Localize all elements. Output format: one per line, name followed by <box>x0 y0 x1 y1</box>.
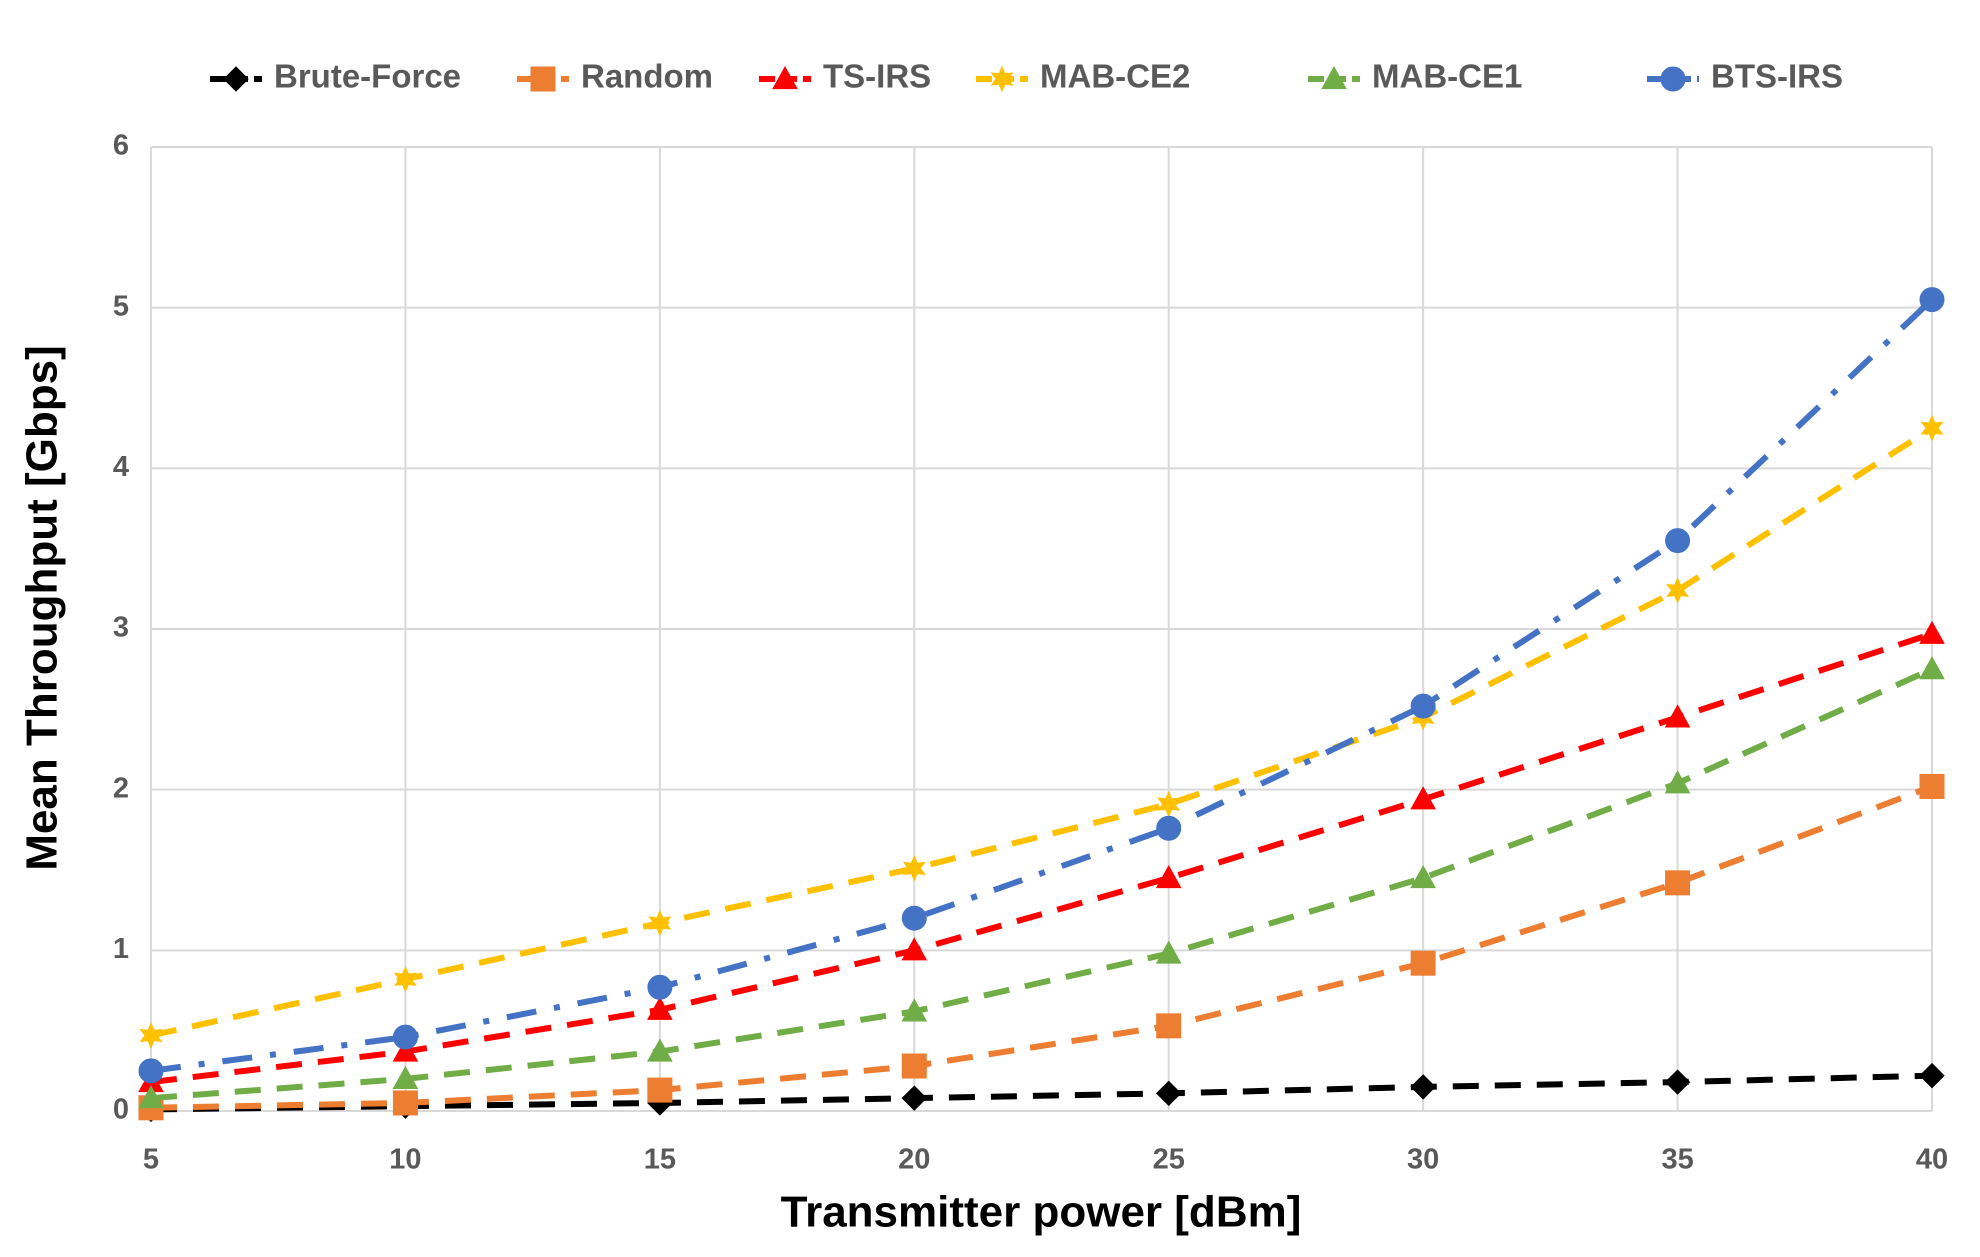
marker <box>1321 65 1347 90</box>
marker <box>138 1085 164 1109</box>
marker <box>1410 786 1436 810</box>
marker <box>901 1085 927 1111</box>
series-line <box>150 425 1934 1039</box>
series <box>138 287 1945 1084</box>
legend-item: MAB-CE1 <box>1308 58 1522 95</box>
x-tick-label: 35 <box>1661 1144 1693 1176</box>
marker <box>901 905 927 931</box>
marker <box>530 66 556 92</box>
series-line <box>150 666 1934 1102</box>
marker <box>1665 528 1691 554</box>
legend-label: Random <box>581 58 713 95</box>
series <box>138 656 1945 1109</box>
legend-label: BTS-IRS <box>1711 58 1843 95</box>
y-tick-label: 2 <box>113 772 129 804</box>
y-tick-label: 0 <box>113 1094 129 1126</box>
marker <box>902 855 926 882</box>
marker <box>1919 1062 1945 1089</box>
marker <box>139 1022 163 1049</box>
marker <box>647 974 673 1000</box>
y-tick-label: 3 <box>113 612 129 644</box>
marker <box>1155 940 1182 964</box>
marker <box>223 66 249 92</box>
marker <box>901 937 928 961</box>
marker <box>647 1077 673 1103</box>
marker <box>647 996 673 1020</box>
marker <box>990 65 1014 93</box>
marker <box>1664 770 1691 794</box>
marker <box>772 65 798 90</box>
y-tick-label: 5 <box>113 290 129 322</box>
marker <box>392 1024 418 1050</box>
marker <box>1660 66 1686 92</box>
marker <box>138 1058 164 1084</box>
marker <box>1410 693 1436 719</box>
marker <box>647 1038 673 1062</box>
marker <box>1666 577 1690 604</box>
y-tick-label: 4 <box>113 451 129 483</box>
y-tick-label: 6 <box>113 130 129 162</box>
marker <box>393 966 417 993</box>
legend-label: Brute-Force <box>274 58 461 95</box>
marker <box>392 1065 419 1089</box>
marker <box>1410 1074 1436 1100</box>
series-line <box>150 297 1935 1074</box>
marker <box>1919 287 1945 313</box>
legend-label: TS-IRS <box>823 58 931 95</box>
marker <box>1410 865 1436 889</box>
legend-item: BTS-IRS <box>1647 58 1843 95</box>
x-axis-title: Transmitter power [dBm] <box>781 1188 1302 1237</box>
marker <box>392 1038 419 1062</box>
legend-label: MAB-CE1 <box>1372 58 1522 95</box>
marker <box>1155 865 1182 889</box>
marker <box>1920 414 1944 442</box>
x-tick-label: 20 <box>898 1144 930 1176</box>
marker <box>648 909 672 937</box>
marker <box>392 1090 418 1116</box>
marker <box>1664 1069 1691 1095</box>
series <box>139 414 1944 1049</box>
marker <box>1156 815 1182 841</box>
series-line <box>150 783 1934 1111</box>
marker <box>1665 870 1691 896</box>
series-line <box>150 1072 1933 1113</box>
legend-item: Brute-Force <box>210 58 461 95</box>
marker <box>1919 773 1945 799</box>
marker <box>1919 656 1945 680</box>
x-tick-label: 30 <box>1407 1144 1439 1176</box>
marker <box>1410 950 1436 976</box>
series <box>138 773 1945 1121</box>
legend-item: TS-IRS <box>759 58 931 95</box>
x-tick-label: 15 <box>644 1144 676 1176</box>
x-tick-label: 25 <box>1153 1144 1185 1176</box>
legend-item: MAB-CE2 <box>976 58 1190 95</box>
x-tick-label: 40 <box>1916 1144 1948 1176</box>
x-tick-label: 10 <box>389 1144 421 1176</box>
y-axis-title: Mean Throughput [Gbps] <box>18 345 67 870</box>
marker <box>1664 704 1691 728</box>
x-tick-label: 5 <box>143 1144 159 1176</box>
y-tick-label: 1 <box>113 933 129 965</box>
legend-label: MAB-CE2 <box>1040 58 1190 95</box>
marker <box>1156 1080 1182 1107</box>
marker <box>1156 1013 1182 1039</box>
marker <box>901 998 928 1022</box>
marker <box>1919 620 1945 644</box>
legend-item: Random <box>517 58 713 95</box>
marker <box>901 1053 927 1079</box>
series-line <box>150 630 1933 1086</box>
